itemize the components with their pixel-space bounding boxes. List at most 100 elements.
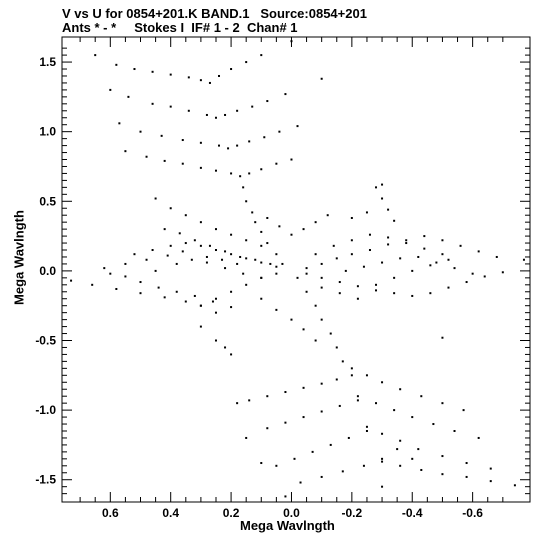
data-point: [236, 144, 239, 147]
data-point: [284, 93, 287, 96]
data-point: [293, 457, 296, 460]
y-tick-label: -1.5: [35, 473, 56, 487]
data-point: [429, 292, 432, 295]
data-point: [381, 460, 384, 463]
data-point: [420, 468, 423, 471]
data-point: [375, 186, 378, 189]
data-point: [393, 292, 396, 295]
data-point: [399, 388, 402, 391]
data-point: [471, 272, 474, 275]
data-point: [248, 140, 251, 143]
data-point: [163, 296, 166, 299]
data-point: [190, 258, 193, 261]
data-point: [429, 264, 432, 267]
data-point: [441, 253, 444, 256]
data-point: [420, 395, 423, 398]
data-point: [381, 432, 384, 435]
data-point: [329, 332, 332, 335]
data-point: [399, 439, 402, 442]
data-point: [275, 253, 278, 256]
data-point: [218, 144, 221, 147]
data-point: [338, 292, 341, 295]
data-point: [211, 300, 214, 303]
data-point: [290, 40, 293, 43]
data-point: [214, 228, 217, 231]
data-point: [441, 473, 444, 476]
data-point: [199, 79, 202, 82]
data-point: [145, 258, 148, 261]
data-point: [350, 239, 353, 242]
data-point: [465, 462, 468, 465]
data-point: [296, 276, 299, 279]
data-point: [365, 429, 368, 432]
data-point: [151, 249, 154, 252]
data-point: [344, 269, 347, 272]
data-point: [275, 265, 278, 268]
data-point: [214, 339, 217, 342]
data-point: [290, 158, 293, 161]
data-point: [375, 289, 378, 292]
data-point: [124, 150, 127, 153]
data-point: [338, 281, 341, 284]
data-point: [221, 258, 224, 261]
data-point: [245, 200, 248, 203]
data-point: [251, 105, 254, 108]
data-point: [417, 255, 420, 258]
data-point: [205, 261, 208, 264]
data-point: [477, 436, 480, 439]
data-point: [335, 257, 338, 260]
data-point: [199, 304, 202, 307]
data-point: [169, 207, 172, 210]
data-point: [214, 249, 217, 252]
data-point: [251, 211, 254, 214]
data-point: [109, 88, 112, 91]
x-tick-label: -0.2: [342, 506, 363, 520]
data-point: [284, 421, 287, 424]
data-point: [290, 233, 293, 236]
data-point: [269, 262, 272, 265]
data-point: [266, 427, 269, 430]
data-point: [305, 272, 308, 275]
data-point: [245, 283, 248, 286]
data-point: [278, 130, 281, 133]
data-point: [260, 244, 263, 247]
data-point: [151, 102, 154, 105]
data-point: [224, 346, 227, 349]
data-point: [230, 353, 233, 356]
data-point: [163, 228, 166, 231]
data-point: [230, 253, 233, 256]
axis-ticks: 0.6 0.4 0.2 0.0 -0.2 -0.4 -0.6 1.5 1.0 0.5 0.0 -0.5…: [35, 37, 530, 520]
data-point: [169, 73, 172, 76]
data-point: [314, 339, 317, 342]
data-point: [181, 162, 184, 165]
data-point: [199, 221, 202, 224]
y-tick-label: 0.5: [39, 194, 56, 208]
data-point: [332, 244, 335, 247]
data-point: [350, 367, 353, 370]
data-point: [260, 230, 263, 233]
x-tick-label: -0.6: [462, 506, 483, 520]
data-point: [335, 346, 338, 349]
data-point: [320, 276, 323, 279]
data-point: [263, 136, 266, 139]
data-point: [205, 255, 208, 258]
data-point: [381, 261, 384, 264]
data-point: [260, 261, 263, 264]
data-point: [299, 481, 302, 484]
data-point: [356, 297, 359, 300]
data-point: [459, 244, 462, 247]
data-point: [133, 253, 136, 256]
data-point: [245, 436, 248, 439]
data-point: [495, 255, 498, 258]
data-point: [341, 360, 344, 363]
data-point: [338, 404, 341, 407]
data-point: [178, 232, 181, 235]
data-point: [441, 336, 444, 339]
data-point: [368, 233, 371, 236]
data-point: [124, 275, 127, 278]
data-point: [214, 297, 217, 300]
data-point: [230, 233, 233, 236]
data-point: [320, 410, 323, 413]
data-point: [245, 239, 248, 242]
data-point: [362, 265, 365, 268]
